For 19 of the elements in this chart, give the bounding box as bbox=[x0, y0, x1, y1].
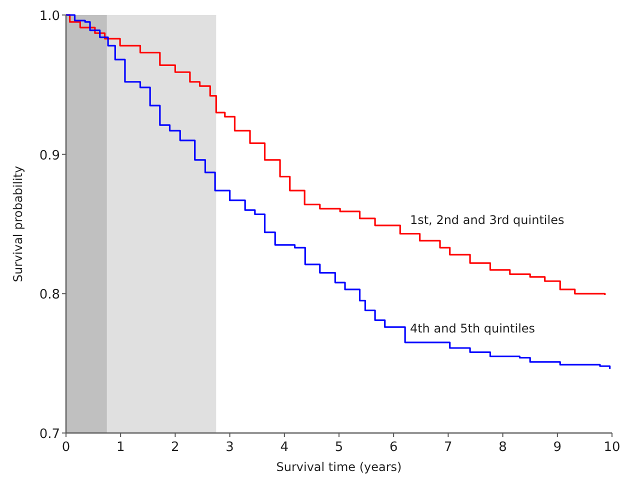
y-tick-label: 1.0 bbox=[39, 9, 60, 24]
x-tick-label: 5 bbox=[334, 440, 344, 455]
x-tick-label: 9 bbox=[553, 440, 562, 455]
x-tick-label: 6 bbox=[389, 440, 398, 455]
x-tick-label: 2 bbox=[171, 440, 180, 455]
x-tick-label: 10 bbox=[604, 440, 620, 455]
x-axis-title: Survival time (years) bbox=[276, 460, 402, 474]
x-tick-label: 8 bbox=[498, 440, 507, 455]
x-tick-label: 4 bbox=[280, 440, 289, 455]
x-tick-label: 0 bbox=[62, 440, 70, 455]
series-label: 4th and 5th quintiles bbox=[410, 321, 536, 336]
x-tick-label: 1 bbox=[116, 440, 125, 455]
y-axis-title: Survival probability bbox=[11, 166, 25, 282]
y-tick-label: 0.9 bbox=[39, 148, 60, 164]
y-tick-label: 0.8 bbox=[39, 288, 60, 303]
y-tick-label: 0.7 bbox=[39, 427, 60, 442]
series-label: 1st, 2nd and 3rd quintiles bbox=[410, 212, 564, 227]
x-tick-label: 7 bbox=[444, 440, 452, 455]
x-tick-label: 3 bbox=[226, 440, 234, 455]
